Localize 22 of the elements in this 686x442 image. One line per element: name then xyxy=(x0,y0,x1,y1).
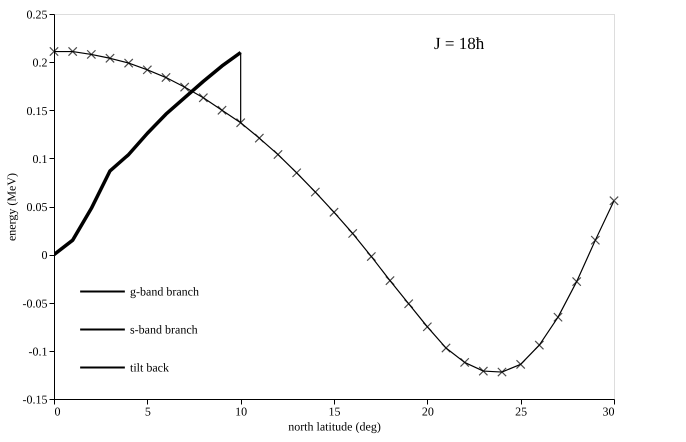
x-tick-label: 15 xyxy=(328,404,340,418)
x-tick-label: 30 xyxy=(602,404,614,418)
legend-label: tilt back xyxy=(130,360,169,374)
y-tick-label: 0 xyxy=(42,248,48,262)
y-tick-label: -0.05 xyxy=(22,296,48,310)
x-tick-label: 0 xyxy=(54,404,60,418)
x-tick-label: 20 xyxy=(422,404,434,418)
x-axis-title: north latitude (deg) xyxy=(288,420,381,434)
y-tick-label: 0.05 xyxy=(26,200,48,214)
legend-label: s-band branch xyxy=(130,322,198,336)
x-tick-label: 5 xyxy=(144,404,151,418)
legend-label: g-band branch xyxy=(130,284,199,298)
y-axis-title: energy (MeV) xyxy=(4,172,19,242)
annotation: J = 18ħ xyxy=(434,34,485,53)
y-tick-label: -0.15 xyxy=(22,392,48,406)
y-tick-label: 0.15 xyxy=(26,104,48,118)
y-tick-label: 0.25 xyxy=(26,8,48,22)
x-tick-label: 25 xyxy=(515,404,528,418)
y-tick-label: 0.2 xyxy=(32,56,48,70)
y-tick-label: 0.1 xyxy=(32,152,48,166)
y-tick-label: -0.1 xyxy=(28,344,48,358)
x-tick-label: 10 xyxy=(235,404,248,418)
